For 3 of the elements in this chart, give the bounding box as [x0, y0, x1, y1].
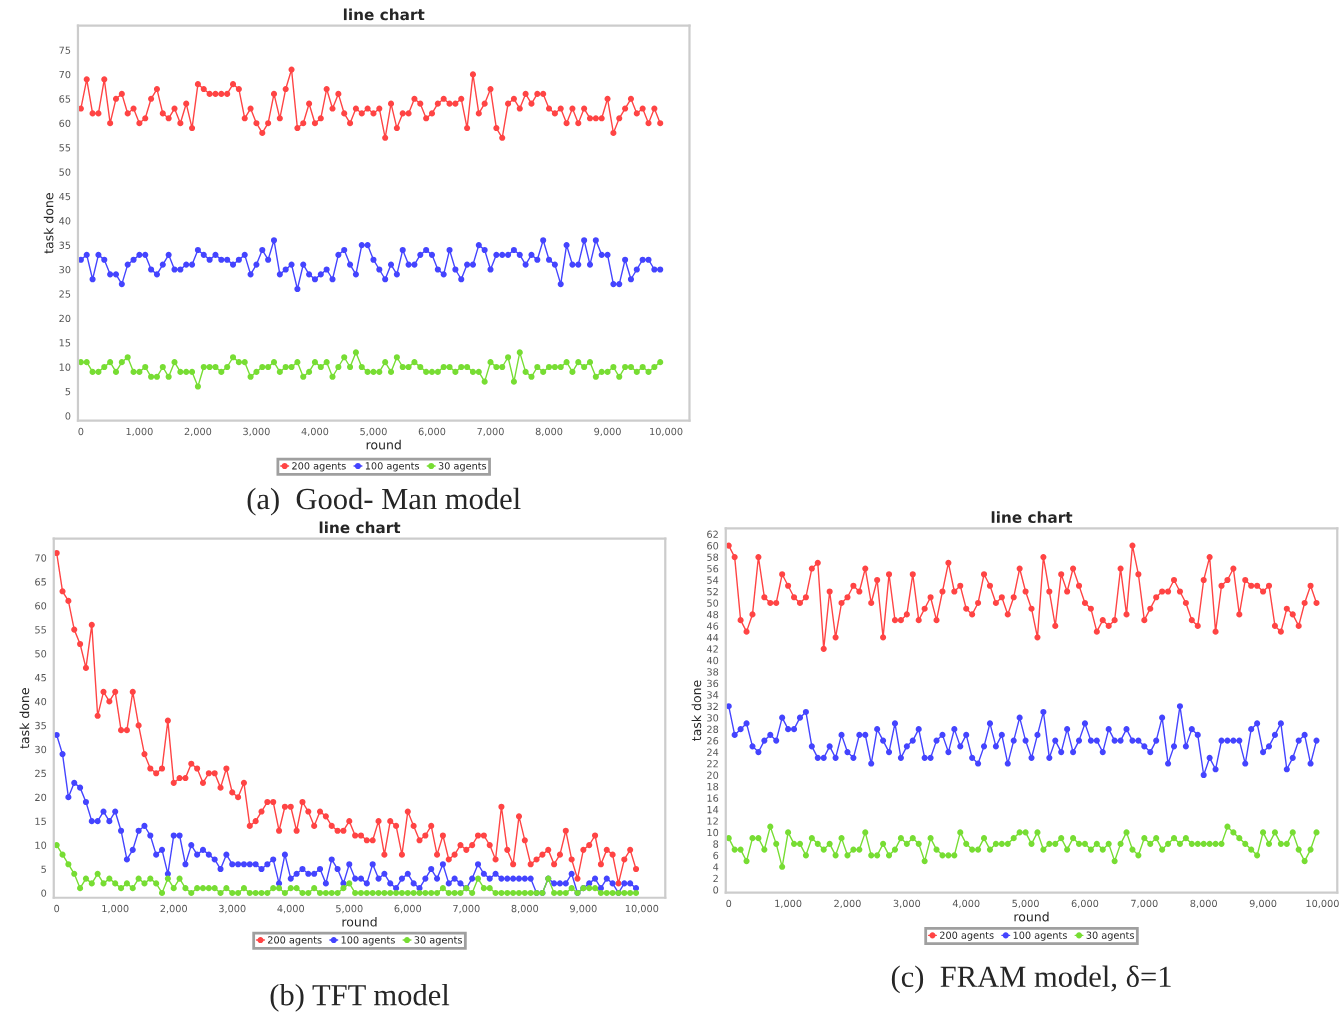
- text: (b) TFT model: [270, 983, 450, 1012]
- text: (c) FRAM model, δ=1: [891, 965, 1171, 994]
- text: (a) Good- Man model: [247, 487, 521, 516]
